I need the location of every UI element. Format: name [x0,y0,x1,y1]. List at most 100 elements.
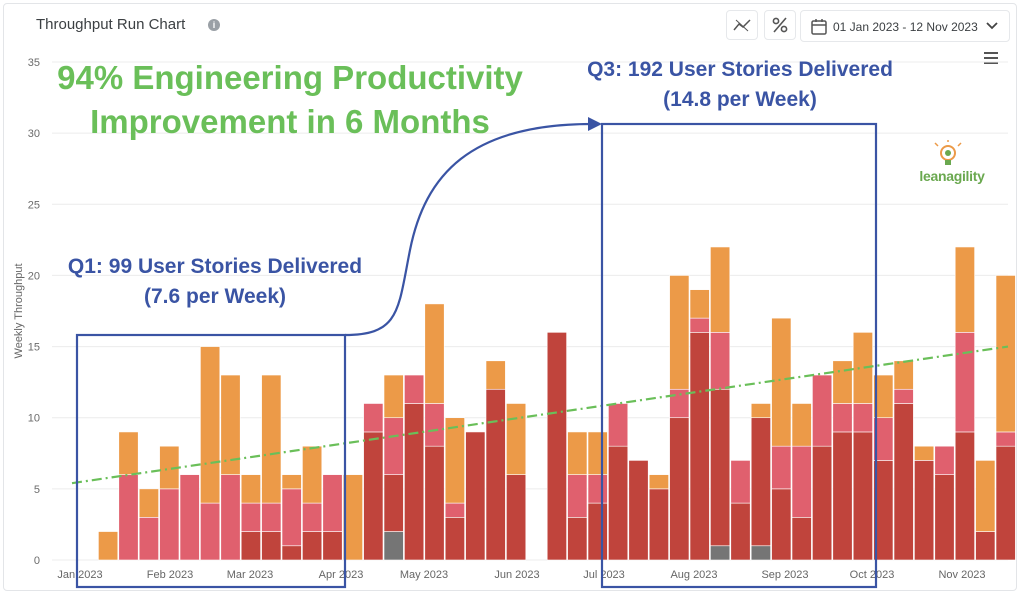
bar-segment [608,445,629,561]
y-tick-label: 30 [28,128,40,140]
bar-segment [240,531,261,561]
bar-segment [200,346,221,504]
bar-segment [567,517,588,561]
y-tick-label: 15 [28,342,40,354]
q1-highlight-box [75,333,347,589]
bar-segment [363,431,384,561]
bar-segment [404,374,425,404]
bar-segment [200,502,221,561]
bar-segment [383,531,404,561]
bar-segment [220,374,241,475]
bar-segment [893,403,914,561]
x-tick-label: Feb 2023 [147,569,193,581]
bar-segment [750,403,771,419]
bar-segment [730,460,751,504]
y-tick-label: 35 [28,57,40,69]
bar-segment [995,275,1016,433]
bar-segment [710,332,731,390]
progress-arrow [344,122,593,337]
bar-segment [954,246,975,333]
bar-segment [302,502,323,532]
bar-segment [954,431,975,561]
bar-segment [587,431,608,475]
date-range-picker[interactable]: 01 Jan 2023 - 12 Nov 2023 [800,10,1010,42]
bar-segment [383,474,404,532]
bar-segment [567,431,588,475]
bar-segment [975,460,996,532]
bar-segment [628,460,649,561]
bar-segment [506,474,527,561]
x-tick-label: Oct 2023 [850,569,895,581]
bar-segment [852,431,873,561]
bar-segment [179,474,200,561]
bar-segment [302,531,323,561]
bar-segment [791,517,812,561]
bar-segment [771,317,792,447]
bar-segment [689,332,710,561]
bar-segment [444,417,465,504]
bar-segment [485,388,506,561]
logo-text: leanagility [919,168,985,184]
bar-segment [648,488,669,561]
bar-segment [546,332,567,561]
date-range-text: 01 Jan 2023 - 12 Nov 2023 [833,20,978,34]
bar-segment [465,431,486,561]
bar-segment [281,488,302,547]
bar-segment [730,502,751,561]
hamburger-menu-icon[interactable] [984,52,998,64]
bar-segment [302,445,323,504]
chart-title: Throughput Run Chart [36,16,186,33]
info-icon[interactable]: i [208,19,220,31]
bar-segment [567,474,588,518]
bar-segment [138,517,159,561]
q3-annotation-line-1: Q3: 192 User Stories Delivered [587,58,893,81]
bar-segment [98,531,119,561]
q3-annotation: Q3: 192 User Stories Delivered (14.8 per… [560,55,920,115]
bar-segment [118,474,139,561]
bar-segment [587,474,608,504]
bar-segment [424,403,445,447]
bar-segment [689,289,710,319]
bar-segment [832,403,853,433]
q1-annotation-line-2: (7.6 per Week) [143,285,286,308]
bar-segment [995,445,1016,561]
bar-segment [852,403,873,433]
bar-segment [648,474,669,490]
trend-toggle-button[interactable] [726,10,758,40]
bar-segment [240,474,261,504]
x-tick-label: Sep 2023 [761,569,808,581]
bar-segment [750,545,771,561]
arrow-head [588,117,602,131]
bar-segment [954,332,975,433]
bar-segment [322,474,343,532]
bar-segment [832,431,853,561]
chevron-down-icon [986,22,998,30]
bar-segment [444,517,465,561]
bar-segment [934,474,955,561]
y-tick-label: 20 [28,270,40,282]
bar-segment [342,474,363,561]
headline-line-2: Improvement in 6 Months [90,103,490,140]
calendar-icon [811,19,827,35]
y-tick-label: 10 [28,413,40,425]
headline: 94% Engineering Productivity Improvement… [40,56,540,144]
x-tick-label: Aug 2023 [670,569,717,581]
trend-line [71,345,1009,485]
bar-segment [261,374,282,504]
bar-segment [771,445,792,490]
x-tick-label: Jun 2023 [494,569,539,581]
bar-segment [669,417,690,561]
bar-segment [852,332,873,404]
bar-segment [281,545,302,561]
bar-segment [750,417,771,547]
y-tick-label: 0 [34,555,40,567]
percent-toggle-button[interactable] [764,10,796,40]
bar-segment [383,417,404,475]
bar-segment [873,374,894,419]
trend-line-icon [733,19,751,32]
bar-segment [669,275,690,390]
bar-segment [995,431,1016,447]
bar-segment [812,374,833,447]
y-axis-label: Weekly Throughput [13,264,25,359]
